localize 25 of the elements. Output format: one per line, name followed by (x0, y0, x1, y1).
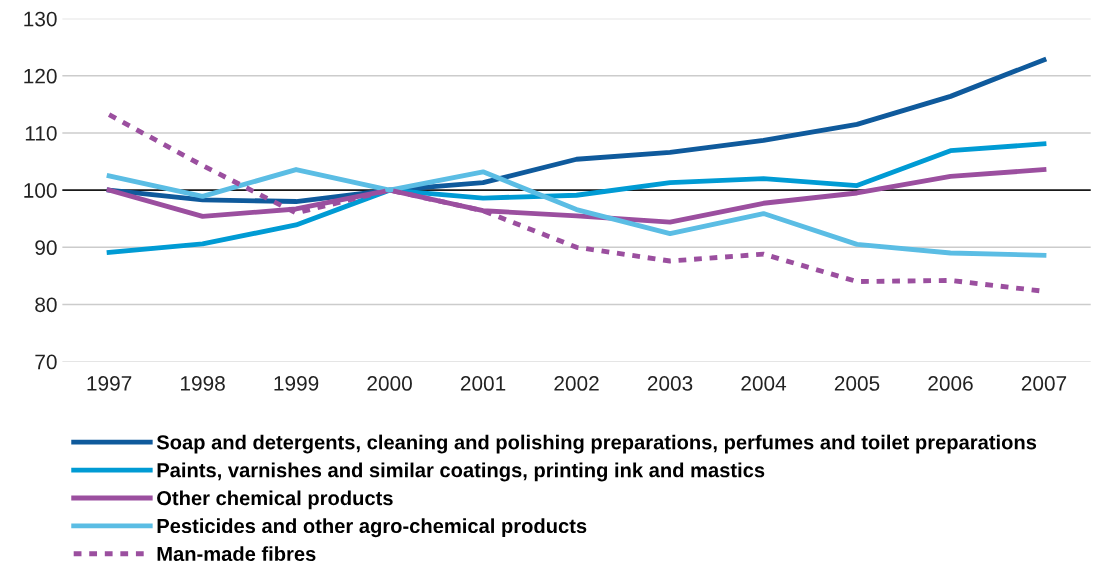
line-series (106, 167, 1047, 258)
x-tick-label: 2002 (554, 376, 599, 391)
x-tick-label: 1998 (181, 376, 225, 391)
x-tick-label: 2007 (1021, 376, 1067, 391)
x-tick-label: 2000 (367, 376, 412, 391)
y-tick-label: 70 (35, 354, 57, 370)
legend-label: Other chemical products (157, 490, 393, 510)
x-tick-label: 1999 (274, 376, 319, 391)
legend-label: Soap and detergents, cleaning and polishing preparations, perfumes and toilet preparations (156, 434, 1037, 454)
line-series (106, 141, 1047, 255)
legend-label: Pesticides and other agro-chemical products (157, 518, 587, 538)
x-tick-label: 2001 (460, 376, 506, 391)
legend-label: Man-made fibres (157, 546, 316, 562)
x-tick-label: 2004 (741, 376, 787, 391)
x-tick-label: 2005 (834, 376, 880, 391)
x-tick-label: 2006 (928, 376, 973, 391)
y-tick-label: 100 (24, 183, 57, 198)
y-tick-label: 80 (35, 297, 57, 313)
y-tick-label: 110 (25, 125, 57, 141)
y-tick-label: 130 (24, 11, 57, 27)
x-tick-label: 1997 (87, 376, 132, 391)
y-tick-label: 90 (35, 240, 57, 256)
y-tick-label: 120 (24, 68, 57, 84)
x-tick-label: 2003 (647, 376, 693, 391)
legend-label: Paints, varnishes and similar coatings, printing ink and mastics (157, 462, 765, 482)
